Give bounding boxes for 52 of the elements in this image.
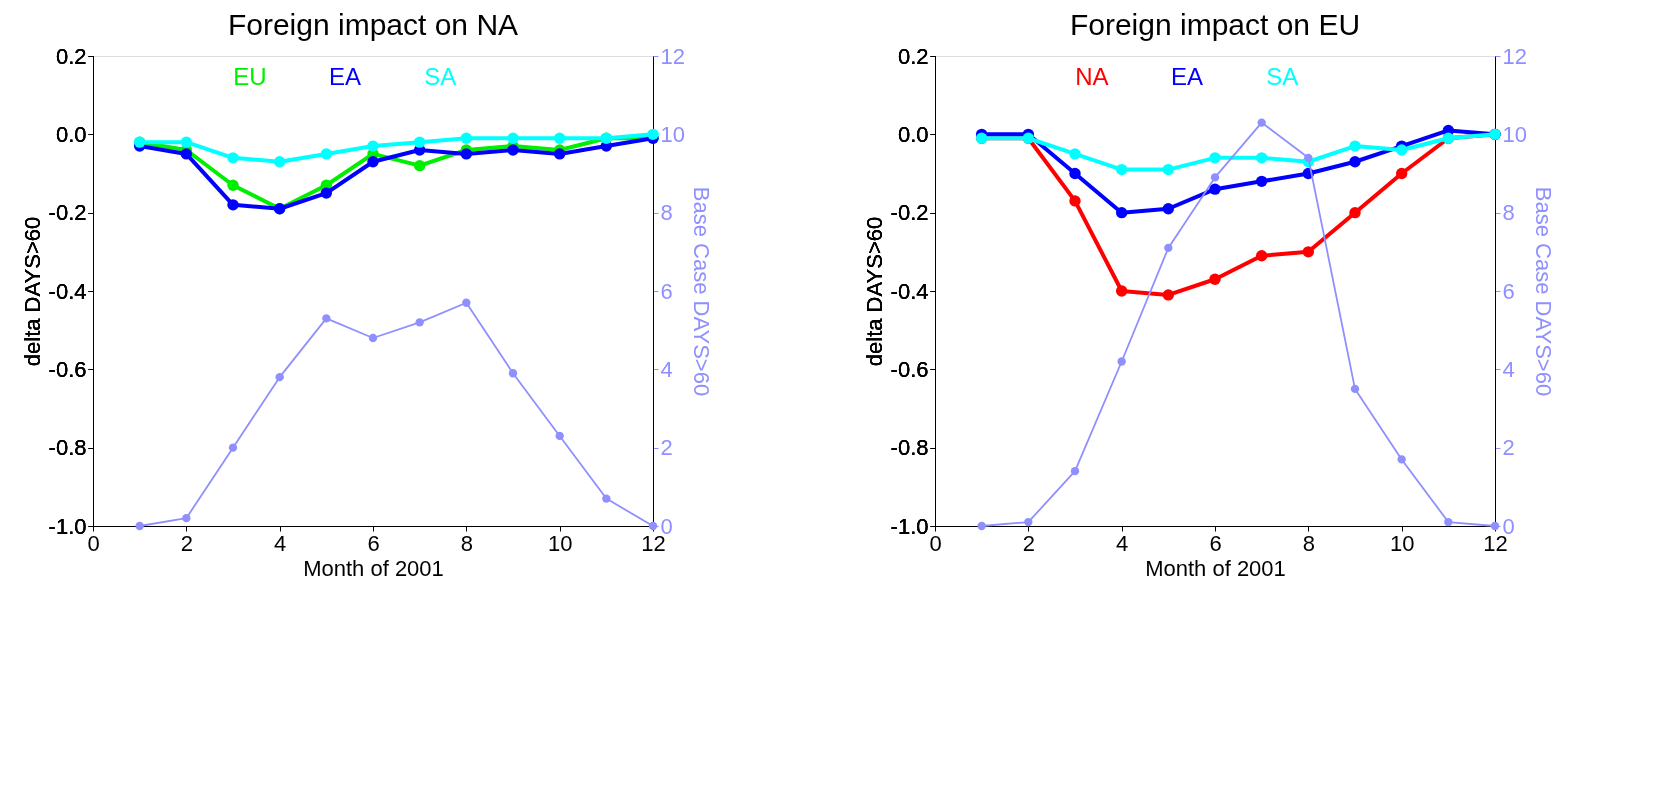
y2-tick-label: 12	[660, 43, 685, 69]
y-tick-label: -0.4	[890, 278, 929, 304]
y-tick-label: -0.2	[48, 200, 87, 226]
x-tick-label: 4	[1116, 530, 1129, 556]
y-axis-title: delta DAYS>60	[19, 216, 45, 367]
y2-tick-label: 10	[660, 121, 685, 147]
chart-title: Foreign impact on NA	[227, 8, 519, 41]
y-tick-label: 0.0	[55, 121, 87, 147]
y2-tick-label: 6	[660, 278, 673, 304]
y-tick-label: -0.8	[48, 435, 87, 461]
text: EU	[233, 63, 267, 90]
y2-tick-label: 4	[660, 356, 673, 382]
x-tick-label: 6	[1209, 530, 1222, 556]
text: EA	[1170, 63, 1204, 90]
y2-tick-label: 2	[1502, 435, 1515, 461]
y2-tick-label: 12	[1502, 43, 1527, 69]
y-tick-label: -0.6	[890, 356, 929, 382]
y-tick-label: -0.6	[48, 356, 87, 382]
y2-tick-label: 10	[1502, 121, 1527, 147]
text: SA	[1266, 63, 1299, 90]
x-tick-label: 10	[1389, 530, 1415, 556]
y-tick-label: -0.8	[890, 435, 929, 461]
x-tick-label: 2	[180, 530, 193, 556]
y2-tick-label: 6	[1502, 278, 1515, 304]
text: NA	[1075, 63, 1109, 90]
y-tick-label: -1.0	[890, 513, 929, 539]
x-axis-title: Month of 2001	[303, 555, 444, 581]
x-tick-label: 8	[460, 530, 473, 556]
x-tick-label: 4	[274, 530, 287, 556]
x-tick-label: 0	[87, 530, 100, 556]
y2-tick-label: 2	[660, 435, 673, 461]
y-tick-label: -0.4	[48, 278, 87, 304]
x-tick-label: 8	[1302, 530, 1315, 556]
x-tick-label: 0	[929, 530, 942, 556]
x-axis-title: Month of 2001	[1145, 555, 1286, 581]
y-tick-label: 0.2	[897, 43, 929, 69]
y-tick-label: 0.0	[897, 121, 929, 147]
text: EA	[328, 63, 362, 90]
y2-axis-title: Base Case DAYS>60	[688, 186, 714, 397]
series-label: SA	[424, 63, 457, 90]
chart-title: Foreign impact on EU	[1069, 8, 1361, 41]
x-tick-label: 10	[547, 530, 573, 556]
y-tick-label: 0.2	[55, 43, 87, 69]
x-tick-label: 6	[367, 530, 380, 556]
y2-tick-label: 4	[1502, 356, 1515, 382]
y-axis-title: delta DAYS>60	[861, 216, 887, 367]
y2-tick-label: 8	[1502, 200, 1515, 226]
y-tick-label: -0.2	[890, 200, 929, 226]
y2-axis-title: Base Case DAYS>60	[1530, 186, 1556, 397]
y-tick-label: -1.0	[48, 513, 87, 539]
x-tick-label: 2	[1022, 530, 1035, 556]
y2-tick-label: 8	[660, 200, 673, 226]
